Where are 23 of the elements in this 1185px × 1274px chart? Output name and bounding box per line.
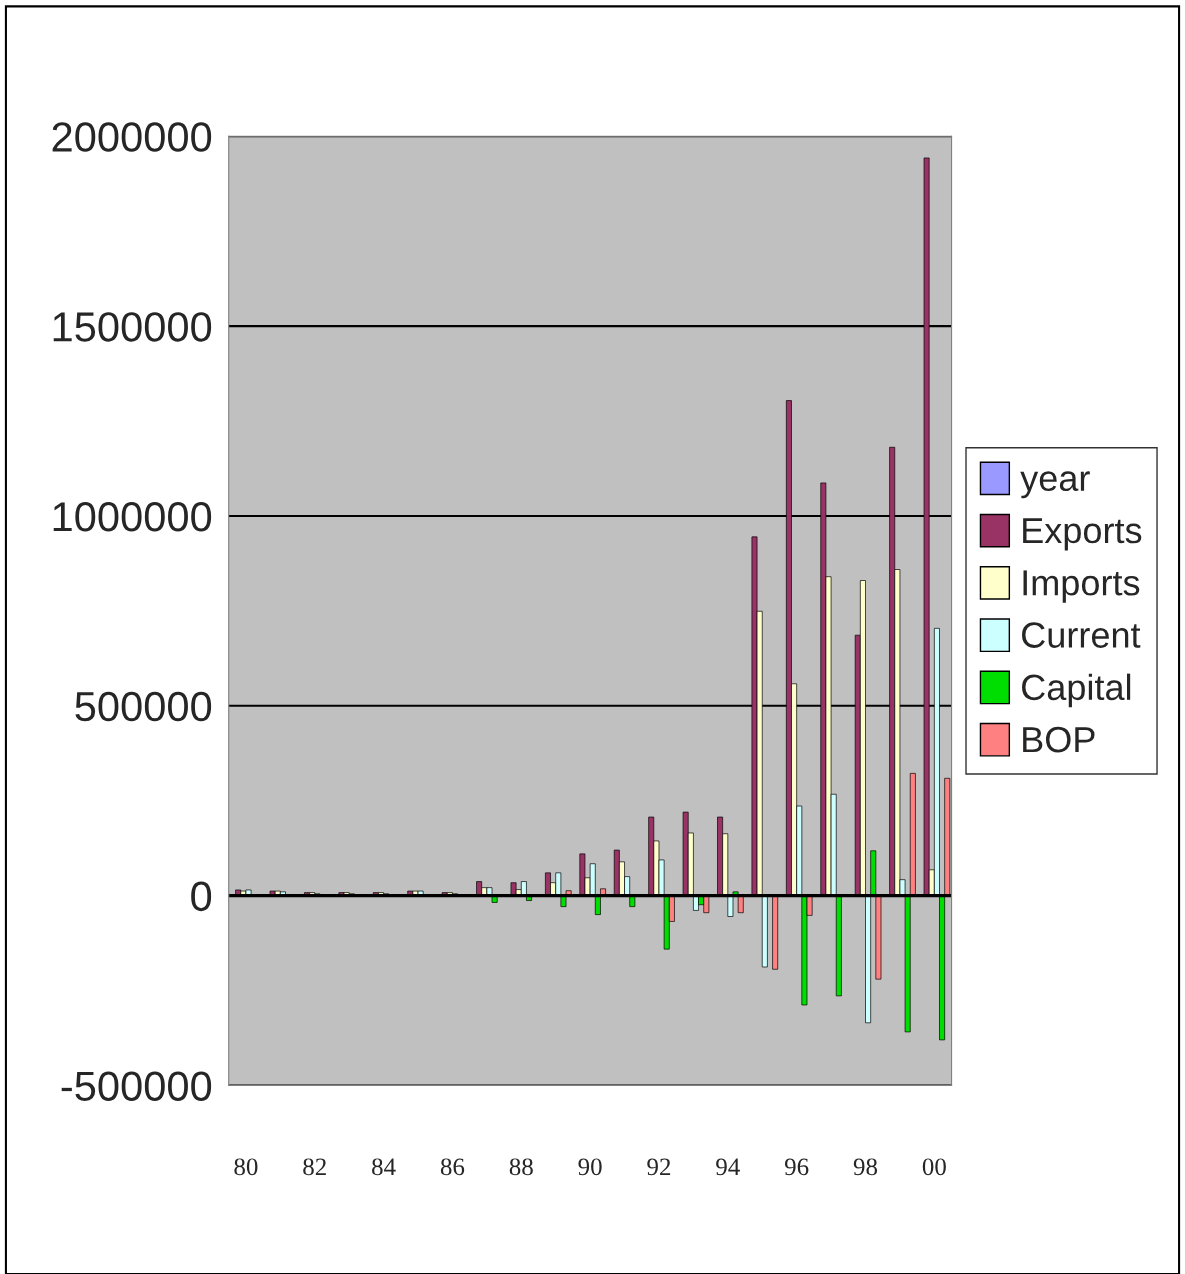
y-tick-label: 500000 (75, 691, 212, 722)
legend-label: BOP (1023, 726, 1095, 753)
x-tick-label: 00 (922, 1158, 946, 1176)
x-tick-label: 88 (509, 1158, 533, 1176)
legend-label: year (1020, 471, 1090, 499)
legend-label: Current (1022, 622, 1141, 648)
x-tick-label: 92 (647, 1158, 671, 1176)
x-tick-label: 98 (853, 1158, 878, 1176)
x-tick-label: 82 (303, 1158, 326, 1176)
y-tick-label: 1500000 (53, 312, 212, 342)
y-tick-label: 0 (191, 881, 212, 912)
y-tick-label: -500000 (61, 1071, 212, 1101)
legend-label: Capital (1022, 673, 1131, 708)
x-tick-label: 94 (716, 1158, 740, 1176)
y-tick-label: 1000000 (53, 501, 212, 532)
x-tick-label: 96 (784, 1158, 809, 1176)
x-tick-label: 90 (578, 1158, 602, 1176)
x-tick-label: 80 (234, 1158, 258, 1176)
y-tick-label: 2000000 (52, 122, 212, 152)
legend-label: Exports (1023, 518, 1142, 551)
x-tick-label: 86 (440, 1158, 465, 1176)
legend-label: Imports (1023, 570, 1140, 603)
x-tick-label: 84 (372, 1158, 396, 1176)
